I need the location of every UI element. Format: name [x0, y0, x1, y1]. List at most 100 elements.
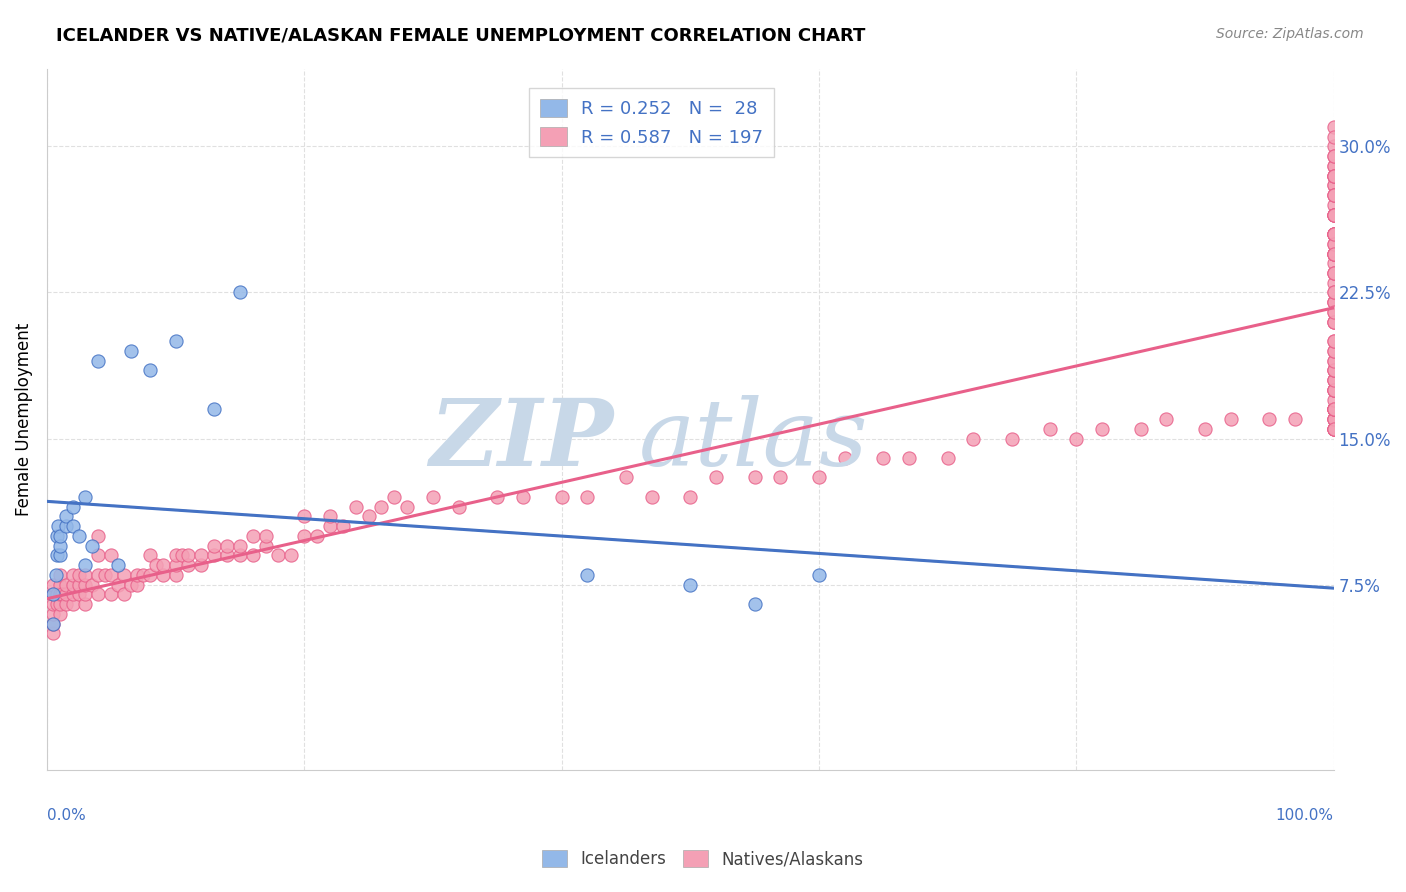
Point [1322, 159, 1344, 173]
Point [107, 558, 129, 573]
Point [1322, 276, 1344, 290]
Text: ZIP: ZIP [429, 395, 613, 485]
Point [170, 549, 193, 563]
Point [1322, 402, 1344, 417]
Point [165, 558, 187, 573]
Point [872, 450, 894, 465]
Point [62, 587, 84, 601]
Point [1322, 169, 1344, 183]
Text: ICELANDER VS NATIVE/ALASKAN FEMALE UNEMPLOYMENT CORRELATION CHART: ICELANDER VS NATIVE/ALASKAN FEMALE UNEMP… [56, 27, 866, 45]
Point [1322, 315, 1344, 329]
Point [55, 597, 77, 611]
Point [486, 490, 509, 504]
Point [1322, 188, 1344, 202]
Point [229, 539, 252, 553]
Point [1322, 343, 1344, 358]
Point [1322, 305, 1344, 319]
Point [576, 490, 599, 504]
Point [87, 529, 110, 543]
Point [1322, 236, 1344, 251]
Point [1322, 392, 1344, 407]
Point [87, 353, 110, 368]
Point [139, 363, 162, 377]
Point [51, 587, 73, 601]
Point [46, 549, 69, 563]
Point [42, 587, 65, 601]
Point [202, 549, 225, 563]
Point [62, 519, 84, 533]
Point [1322, 227, 1344, 241]
Point [679, 577, 702, 591]
Point [42, 616, 65, 631]
Point [177, 558, 200, 573]
Point [42, 597, 65, 611]
Point [1322, 412, 1344, 426]
Point [307, 529, 329, 543]
Point [1322, 236, 1344, 251]
Point [344, 500, 367, 514]
Point [152, 567, 174, 582]
Point [614, 470, 637, 484]
Point [1322, 227, 1344, 241]
Point [1322, 198, 1344, 212]
Point [55, 509, 77, 524]
Point [62, 567, 84, 582]
Point [1322, 159, 1344, 173]
Point [1322, 402, 1344, 417]
Text: 0.0%: 0.0% [46, 808, 86, 823]
Point [1322, 266, 1344, 280]
Point [229, 285, 252, 300]
Point [807, 567, 830, 582]
Point [1322, 208, 1344, 222]
Point [319, 509, 342, 524]
Point [132, 567, 155, 582]
Point [1322, 363, 1344, 377]
Point [215, 549, 238, 563]
Point [1322, 295, 1344, 310]
Point [1322, 129, 1344, 144]
Point [1322, 373, 1344, 387]
Point [1322, 149, 1344, 163]
Point [190, 549, 212, 563]
Point [1322, 412, 1344, 426]
Point [165, 334, 187, 348]
Point [46, 529, 69, 543]
Point [1322, 285, 1344, 300]
Text: atlas: atlas [638, 395, 869, 485]
Point [1322, 383, 1344, 397]
Point [229, 549, 252, 563]
Legend: Icelanders, Natives/Alaskans: Icelanders, Natives/Alaskans [536, 843, 870, 875]
Point [1322, 402, 1344, 417]
Point [42, 626, 65, 640]
Point [1322, 373, 1344, 387]
Point [1322, 149, 1344, 163]
Point [120, 343, 142, 358]
Point [46, 587, 69, 601]
Point [1322, 178, 1344, 193]
Point [1322, 315, 1344, 329]
Point [1322, 169, 1344, 183]
Point [62, 597, 84, 611]
Point [1322, 315, 1344, 329]
Point [1001, 432, 1024, 446]
Point [1322, 353, 1344, 368]
Point [48, 519, 70, 533]
Point [1322, 412, 1344, 426]
Point [550, 490, 572, 504]
Point [67, 529, 90, 543]
Point [42, 577, 65, 591]
Point [1322, 363, 1344, 377]
Point [1322, 188, 1344, 202]
Point [292, 509, 315, 524]
Point [1322, 246, 1344, 260]
Point [962, 432, 984, 446]
Point [319, 519, 342, 533]
Point [1322, 256, 1344, 270]
Point [396, 500, 419, 514]
Point [292, 529, 315, 543]
Point [112, 587, 135, 601]
Point [1322, 334, 1344, 348]
Point [1322, 422, 1344, 436]
Point [1154, 412, 1177, 426]
Point [1129, 422, 1152, 436]
